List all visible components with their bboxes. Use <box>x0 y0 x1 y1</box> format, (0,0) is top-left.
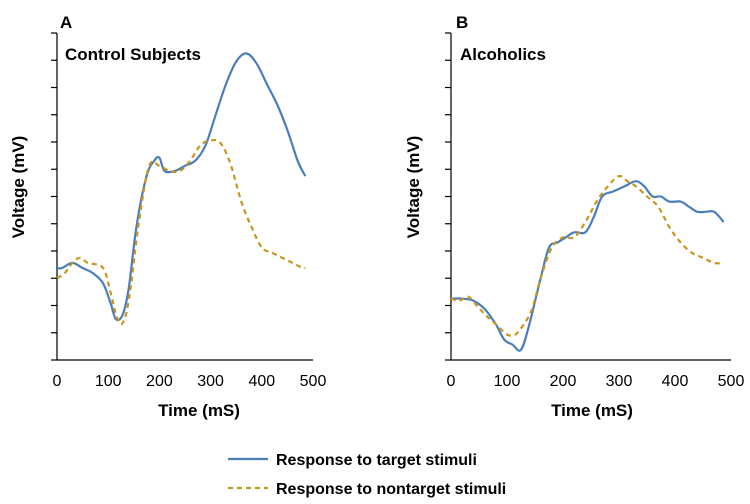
series-line-nontarget-b <box>450 174 724 337</box>
x-tick-label: 0 <box>53 373 62 390</box>
x-tick-label: 100 <box>494 373 521 390</box>
series-line-target-b <box>450 180 725 352</box>
legend-entry-target: Response to target stimuli <box>228 452 477 469</box>
x-tick-label: 200 <box>550 373 577 390</box>
panel-title-a: Control Subjects <box>65 45 201 64</box>
x-tick-labels-a: 0 100 200 300 400 500 <box>53 373 327 390</box>
chart-panel-b: B Alcoholics Voltage (mV) Time (mS) 0 10… <box>404 13 744 420</box>
legend: Response to target stimuli Response to n… <box>228 452 506 498</box>
x-tick-label: 200 <box>146 373 173 390</box>
x-tick-label: 400 <box>248 373 275 390</box>
legend-label-nontarget: Response to nontarget stimuli <box>276 481 506 498</box>
x-tick-label: 300 <box>197 373 224 390</box>
x-tick-labels-b: 0 100 200 300 400 500 <box>447 373 745 390</box>
x-axis-title-a: Time (mS) <box>158 401 240 420</box>
series-line-target-a <box>56 52 307 322</box>
x-tick-label: 500 <box>300 373 327 390</box>
x-tick-label: 0 <box>447 373 456 390</box>
y-axis-title-a: Voltage (mV) <box>9 136 28 239</box>
x-tick-label: 100 <box>95 373 122 390</box>
panel-title-b: Alcoholics <box>460 45 546 64</box>
x-tick-label: 500 <box>718 373 745 390</box>
panel-letter-b: B <box>456 13 468 32</box>
series-line-nontarget-a <box>56 138 306 326</box>
y-ticks-a <box>51 32 57 361</box>
x-tick-label: 300 <box>606 373 633 390</box>
panel-letter-a: A <box>60 13 72 32</box>
x-tick-label: 400 <box>662 373 689 390</box>
x-axis-title-b: Time (mS) <box>551 401 633 420</box>
legend-entry-nontarget: Response to nontarget stimuli <box>228 481 506 498</box>
legend-label-target: Response to target stimuli <box>276 452 477 469</box>
y-ticks-b <box>445 32 451 361</box>
y-axis-title-b: Voltage (mV) <box>404 136 423 239</box>
chart-panel-a: A Control Subjects Voltage (mV) Time (mS… <box>9 13 326 420</box>
